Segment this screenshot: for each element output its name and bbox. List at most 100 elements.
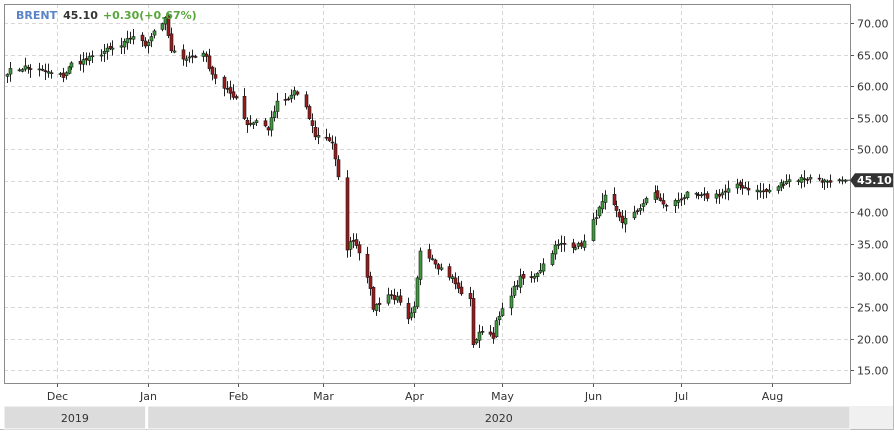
- candle-down: [571, 242, 576, 248]
- candle-down: [351, 240, 356, 242]
- candle-down: [304, 94, 309, 108]
- candle-up: [758, 190, 763, 193]
- y-tick-label: 60.00: [857, 81, 889, 94]
- candle-up: [81, 59, 86, 65]
- candle-down: [166, 15, 171, 36]
- candle-up: [623, 217, 628, 225]
- candle-down: [717, 193, 722, 197]
- candle-up: [576, 243, 581, 247]
- candle-up: [125, 38, 130, 44]
- candle-up: [497, 315, 502, 321]
- candle-down: [471, 298, 476, 346]
- x-tick-label: Dec: [47, 390, 68, 403]
- candle-up: [418, 250, 423, 280]
- candle-up: [450, 276, 455, 280]
- candle-down: [521, 274, 526, 279]
- candle-up: [840, 179, 845, 182]
- candle-down: [389, 294, 394, 296]
- candle-up: [808, 177, 813, 180]
- candle-down: [723, 190, 728, 193]
- candle-up: [201, 52, 206, 57]
- candle-up: [64, 72, 69, 76]
- candle-down: [828, 180, 833, 183]
- last-price-tag-label: 45.10: [857, 174, 892, 187]
- candle-up: [69, 62, 74, 68]
- candle-up: [439, 267, 444, 270]
- candle-down: [436, 264, 441, 270]
- candle-down: [61, 72, 66, 78]
- y-tick-label: 25.00: [857, 302, 889, 315]
- candle-up: [49, 72, 54, 75]
- candle-down: [617, 211, 622, 218]
- y-tick-label: 20.00: [857, 334, 889, 347]
- candle-down: [635, 210, 640, 212]
- candle-down: [614, 205, 619, 211]
- candle-down: [313, 126, 318, 138]
- candle-up: [694, 192, 699, 195]
- candle-down: [242, 96, 247, 119]
- candle-down: [562, 243, 567, 245]
- candle-down: [128, 37, 133, 40]
- candle-up: [541, 263, 546, 272]
- candle-up: [269, 117, 274, 131]
- candle-up: [767, 189, 772, 193]
- symbol-label: BRENT: [16, 9, 58, 22]
- candle-down: [210, 66, 215, 75]
- candle-up: [348, 241, 353, 250]
- candle-up: [122, 40, 127, 48]
- candle-down: [283, 99, 288, 101]
- candle-down: [336, 159, 341, 178]
- candle-up: [825, 180, 830, 183]
- candle-up: [37, 68, 42, 71]
- candle-down: [468, 293, 473, 300]
- candle-down: [286, 98, 291, 101]
- last-price-tag: [850, 173, 893, 188]
- candle-up: [412, 306, 417, 313]
- candle-down: [743, 186, 748, 189]
- candles: [5, 13, 848, 348]
- candle-up: [799, 177, 804, 183]
- x-tick-label: Mar: [313, 390, 334, 403]
- y-tick-label: 40.00: [857, 207, 889, 220]
- year-band-axis-cap: [850, 406, 893, 429]
- candle-down: [579, 242, 584, 247]
- candle-up: [556, 244, 561, 246]
- candle-down: [84, 58, 89, 61]
- candle-up: [776, 186, 781, 191]
- candle-up: [515, 285, 520, 287]
- candle-down: [43, 70, 48, 72]
- candle-up: [102, 51, 107, 54]
- candle-up: [23, 65, 28, 70]
- candle-down: [245, 119, 250, 126]
- candle-up: [673, 200, 678, 207]
- candle-up: [146, 41, 151, 46]
- candle-up: [374, 304, 379, 311]
- candle-down: [310, 120, 315, 126]
- candle-down: [453, 277, 458, 285]
- candle-up: [644, 197, 649, 204]
- candle-up: [474, 339, 479, 344]
- candle-down: [664, 204, 669, 207]
- candle-down: [705, 193, 710, 199]
- candle-down: [655, 190, 660, 199]
- candle-up: [395, 296, 400, 301]
- candle-down: [802, 178, 807, 180]
- candle-down: [204, 53, 209, 57]
- y-tick-label: 35.00: [857, 239, 889, 252]
- candle-up: [638, 207, 643, 211]
- candle-down: [40, 68, 45, 71]
- candle-down: [190, 55, 195, 58]
- candle-up: [316, 135, 321, 138]
- candle-up: [582, 240, 587, 248]
- candle-down: [480, 330, 485, 333]
- candle-down: [738, 182, 743, 186]
- candle-up: [292, 90, 297, 96]
- candle-down: [169, 33, 174, 52]
- candle-up: [131, 36, 136, 40]
- candle-up: [784, 181, 789, 184]
- year-band-label: 2019: [61, 412, 89, 425]
- candle-up: [160, 23, 165, 30]
- candle-up: [105, 47, 110, 52]
